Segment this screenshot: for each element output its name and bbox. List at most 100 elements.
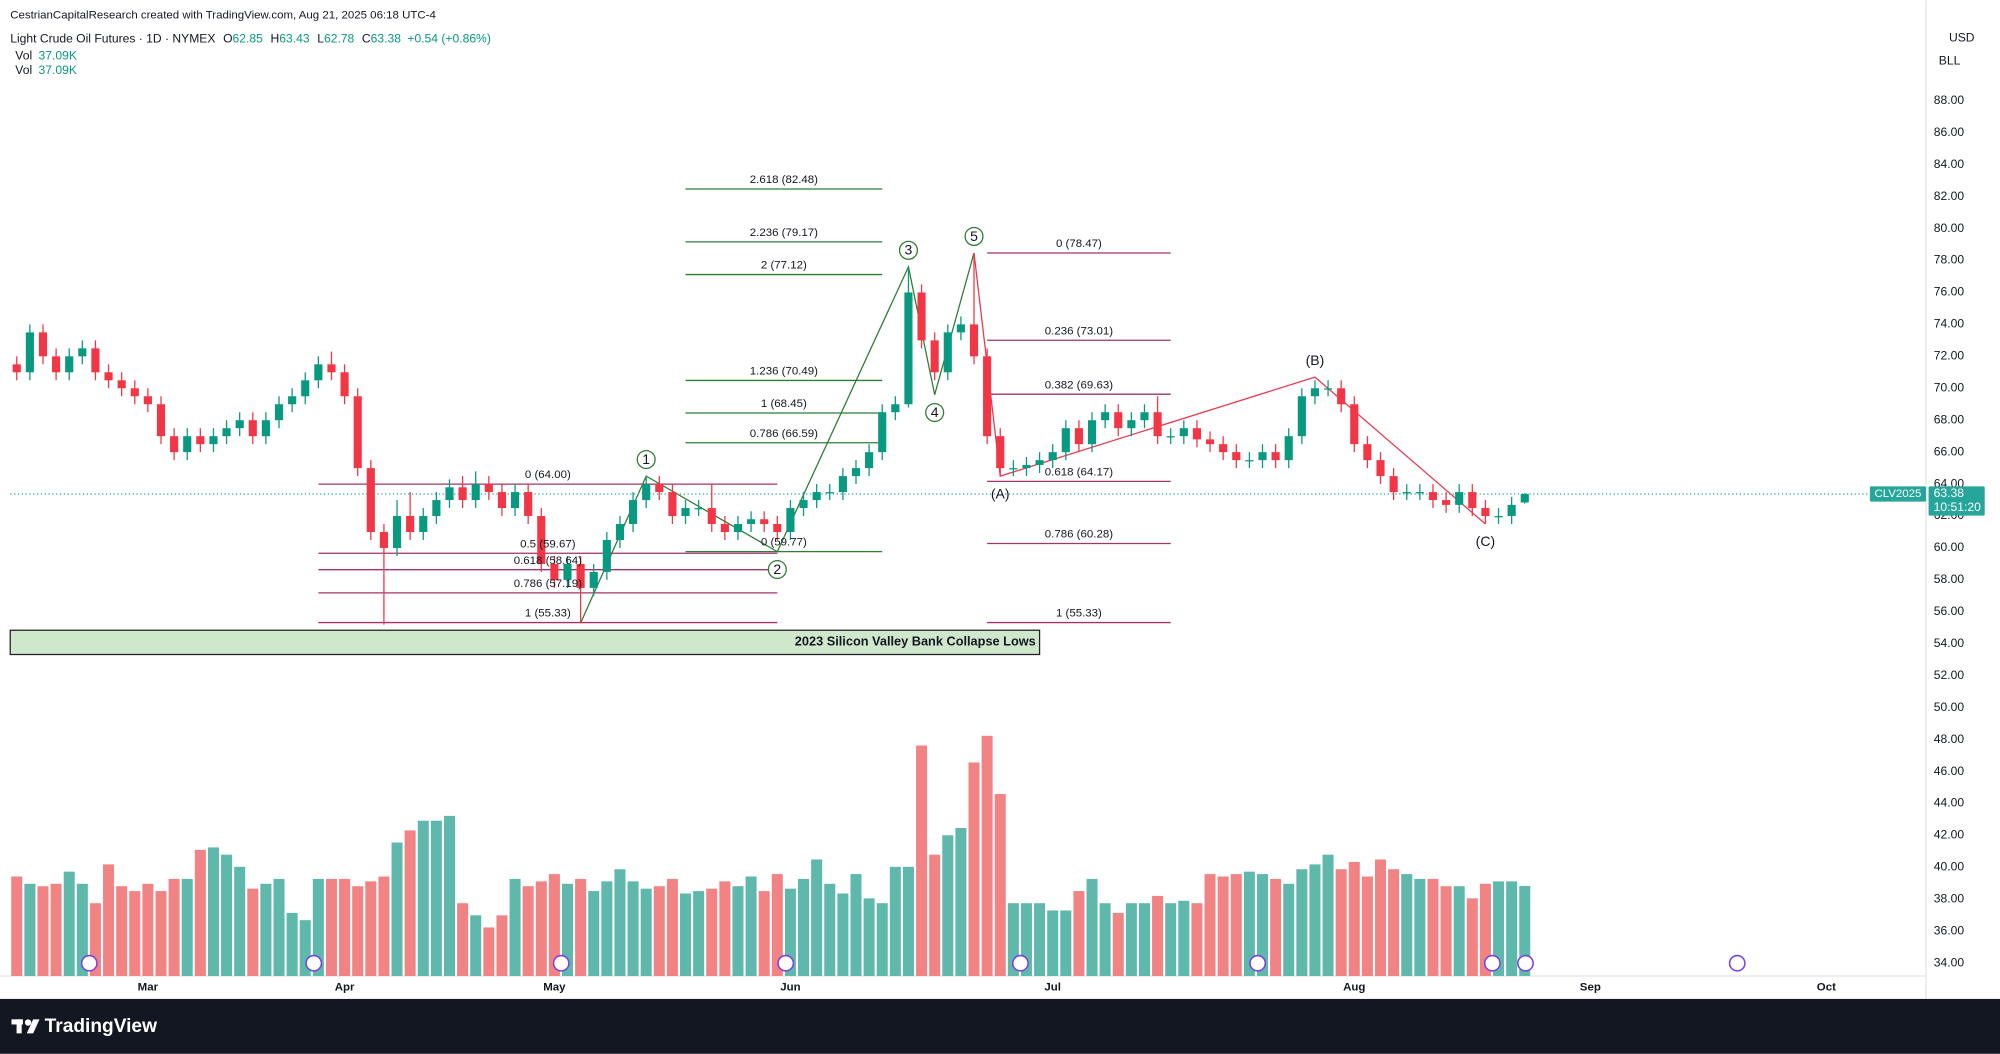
volume-bar (1125, 903, 1137, 976)
event-icon[interactable] (305, 954, 323, 972)
candle-body (1442, 500, 1451, 505)
volume-bar (142, 883, 154, 976)
wave-badge (964, 226, 984, 246)
candle-body (681, 508, 690, 517)
volume-bar (443, 815, 455, 976)
fib-label: 0 (78.47) (1056, 238, 1102, 250)
candle-body (1337, 388, 1346, 405)
candle-body (1468, 492, 1477, 509)
fib-label: 0.786 (57.19) (514, 578, 582, 590)
volume-bar (1230, 874, 1242, 976)
candle-body (642, 484, 651, 501)
candle-body (760, 519, 769, 525)
volume-bar (63, 871, 75, 976)
candle-body (261, 420, 270, 437)
volume-bar (378, 876, 390, 976)
event-icon[interactable] (1011, 954, 1029, 972)
wave-label: (B) (1306, 352, 1325, 368)
volume-bar (89, 903, 101, 976)
volume-bar (1348, 861, 1360, 976)
volume-bar (902, 866, 914, 976)
zone-label: 2023 Silicon Valley Bank Collapse Lows (795, 634, 1036, 649)
volume-bar (37, 886, 49, 976)
fib-label: 0.236 (73.01) (1045, 325, 1113, 337)
event-icon[interactable] (1483, 954, 1501, 972)
volume-bar (1296, 869, 1308, 976)
volume-bar (548, 874, 560, 976)
ohlc-key: O (223, 32, 232, 46)
wave-badge (925, 402, 945, 423)
candle-body (1179, 428, 1188, 437)
x-tick-label: Aug (1343, 981, 1365, 993)
candle-body (1507, 504, 1516, 517)
candle-body (366, 468, 375, 533)
y-tick-label: 46.00 (1934, 764, 1965, 778)
candle-body (327, 364, 336, 373)
volume-bar (76, 883, 88, 976)
y-tick-label: 66.00 (1934, 444, 1965, 458)
event-icon[interactable] (1517, 954, 1534, 972)
candle-body (379, 532, 388, 548)
volume-bar (732, 886, 744, 976)
y-tick-label: 58.00 (1934, 572, 1965, 586)
candle-body (1520, 493, 1529, 503)
event-icon[interactable] (777, 954, 795, 972)
volume-bar (850, 874, 862, 976)
ohlc-value: 62.85 (233, 32, 264, 46)
candle-body (510, 492, 520, 509)
x-tick-label: Mar (138, 981, 159, 993)
candle-body (1245, 460, 1254, 462)
y-tick-label: 74.00 (1934, 317, 1965, 331)
candle-body (274, 404, 284, 421)
wave-label: 2 (773, 561, 781, 577)
candle-body (1258, 452, 1267, 461)
volume-bar (1217, 876, 1229, 976)
volume-bar (968, 762, 980, 976)
candle-body (1205, 439, 1215, 445)
price-label: 63.38 (1934, 486, 1965, 500)
candle-body (170, 436, 179, 453)
fib-label: 0.786 (66.59) (750, 428, 818, 440)
x-tick-label: Oct (1817, 981, 1836, 993)
brand: TradingView (45, 1016, 157, 1037)
candle-body (458, 487, 467, 501)
fib-label: 2.618 (82.48) (750, 174, 818, 186)
candle-body (484, 484, 493, 493)
candle-body (432, 500, 441, 517)
volume-bar (1414, 878, 1426, 976)
candle-body (956, 324, 965, 333)
volume-bar (1388, 869, 1400, 976)
volume-bar (404, 830, 416, 976)
volume-bar (1138, 903, 1150, 976)
candle-body (1376, 460, 1385, 477)
volume-bar (325, 878, 337, 976)
volume-value: 37.09K (39, 49, 77, 63)
y-tick-label: 88.00 (1934, 93, 1965, 107)
event-icon[interactable] (1249, 954, 1267, 972)
volume-bar (129, 891, 141, 976)
candle-body (406, 516, 415, 533)
candle-body (196, 436, 205, 445)
volume-bar (863, 898, 875, 976)
candle-body (1363, 444, 1372, 461)
y-tick-label: 56.00 (1934, 604, 1965, 618)
event-icon[interactable] (552, 954, 570, 972)
event-icon[interactable] (1728, 954, 1746, 972)
candle-body (1114, 412, 1123, 429)
volume-bar (1519, 885, 1531, 976)
event-icon[interactable] (80, 954, 98, 972)
footer-bar (0, 998, 2000, 1054)
candle-body (248, 420, 257, 437)
volume-bar (299, 920, 311, 976)
volume-bar (1256, 874, 1269, 976)
volume-bar (1479, 883, 1491, 976)
volume-legend: Vol 37.09K (15, 63, 77, 77)
candle-body (288, 396, 297, 405)
event-icons (80, 954, 1746, 972)
volume-bar (1375, 859, 1387, 976)
fib-label: 0.618 (58.64) (514, 555, 582, 567)
volume-bar (1020, 903, 1032, 976)
candle-body (694, 508, 703, 510)
volume-bar (1178, 900, 1190, 976)
candle-body (1219, 444, 1228, 453)
